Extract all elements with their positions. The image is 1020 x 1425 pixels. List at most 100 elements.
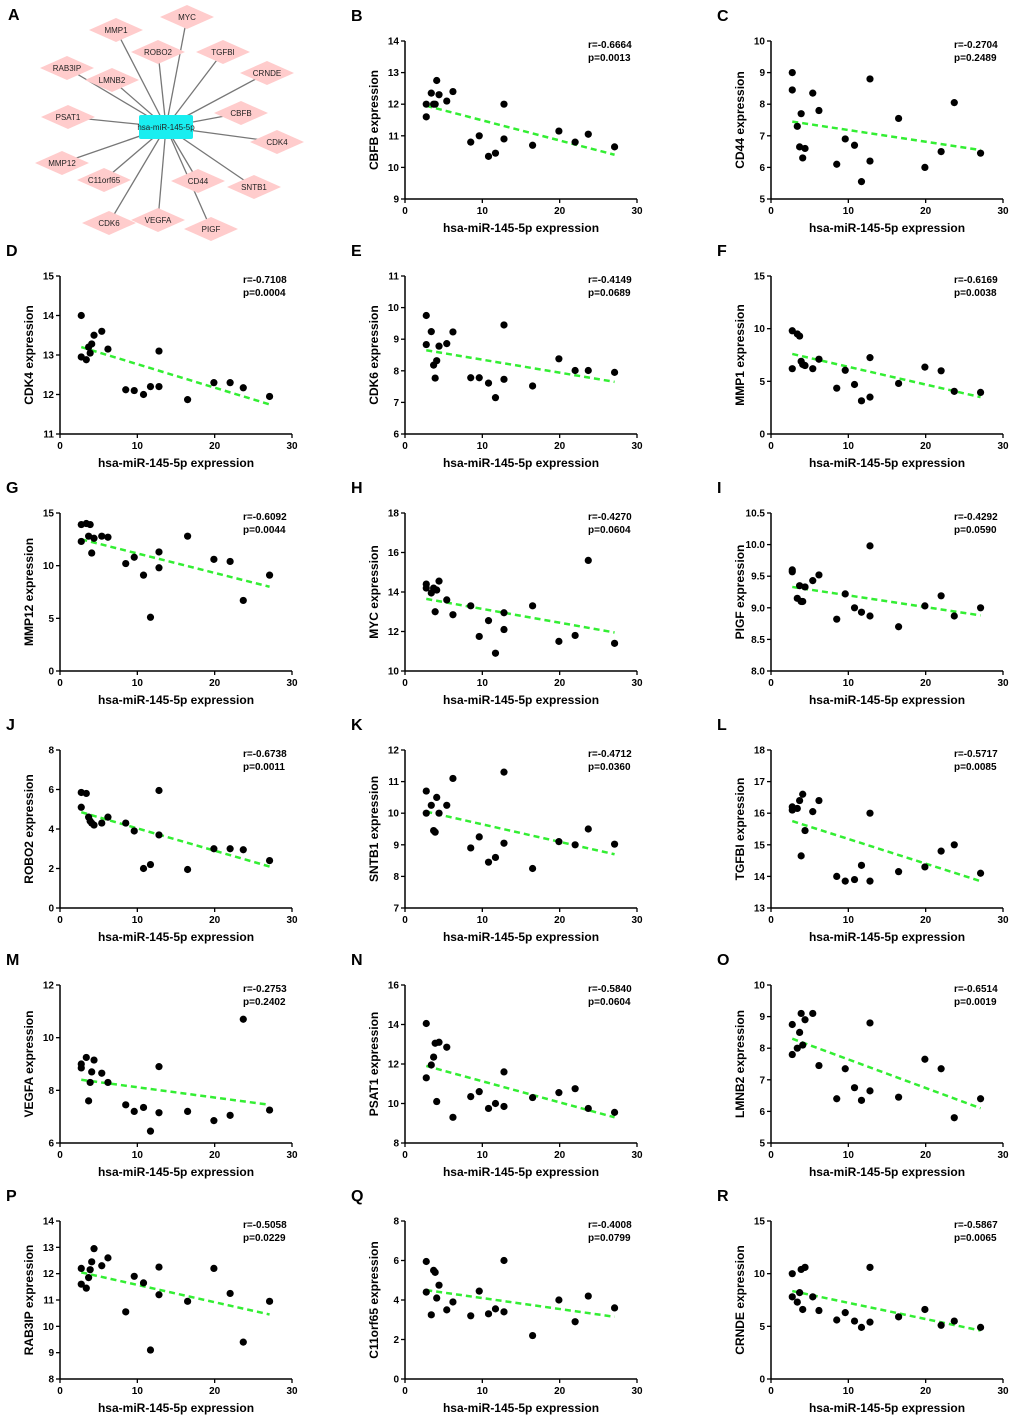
y-tick-label: 10	[388, 809, 400, 820]
y-tick-label: 14	[388, 588, 400, 599]
data-point	[841, 590, 849, 598]
scatter-panel-p: P 8 9 10 11 12 13 14 0 10 20 30 hsa-miR-145-5p expre…	[6, 1188, 298, 1415]
data-point	[155, 831, 163, 839]
x-tick-label: 20	[920, 206, 932, 217]
regression-line	[426, 349, 615, 384]
data-point	[184, 1107, 192, 1115]
panel-letter: H	[351, 480, 363, 497]
x-tick-label: 20	[209, 1386, 221, 1397]
data-point	[610, 143, 619, 151]
y-tick-label: 16	[388, 981, 400, 992]
data-point	[937, 1321, 945, 1329]
hub-node: hsa-miR-145-5p	[137, 115, 195, 139]
diamond-node-shape	[82, 211, 136, 235]
y-tick-label: 12	[43, 1269, 55, 1280]
target-node-sntb1: SNTB1	[227, 175, 281, 199]
data-point	[801, 1263, 809, 1271]
r-value: r=-0.2704	[954, 40, 998, 51]
network-edge	[157, 51, 167, 128]
y-tick-label: 8	[393, 1139, 399, 1150]
y-axis-label: MMP12 expression	[22, 538, 36, 646]
scatter-panel-j: J 0 2 4 6 8 0 10 20 30 hsa-miR-145-5p expression RO…	[6, 717, 298, 944]
data-point	[104, 1254, 112, 1262]
p-value: p=0.0799	[588, 1233, 631, 1244]
r-value: r=-0.7108	[243, 275, 287, 286]
r-value: r=-0.5717	[954, 749, 998, 760]
data-point	[491, 649, 500, 657]
node-label: MMP12	[48, 159, 76, 168]
r-value: r=-0.2753	[243, 984, 287, 995]
panel-a-network: A MYC MMP1 ROBO2 TGFBI RAB3IP LMNB2 CRNDE PSAT1 C…	[8, 5, 304, 241]
y-tick-label: 13	[754, 904, 766, 915]
data-point	[610, 1108, 619, 1116]
data-point	[799, 597, 807, 606]
data-point	[435, 91, 443, 99]
data-point	[491, 394, 500, 402]
y-axis-label: PSAT1 expression	[367, 1012, 381, 1116]
data-point	[788, 1050, 796, 1059]
data-point	[449, 1298, 457, 1306]
y-tick-label: 11	[388, 777, 399, 788]
y-axis-label: TGFBI expression	[733, 778, 747, 881]
data-point	[422, 584, 430, 592]
diamond-node-shape	[40, 56, 94, 80]
panel-letter: L	[717, 717, 727, 734]
x-tick-label: 0	[402, 1386, 408, 1397]
y-tick-label: 8	[393, 872, 399, 883]
data-point	[88, 1258, 96, 1266]
y-tick-label: 9	[759, 1012, 765, 1023]
x-tick-label: 20	[920, 441, 932, 452]
data-point	[799, 1305, 807, 1314]
data-point	[815, 355, 823, 363]
diamond-node-shape	[35, 151, 89, 175]
data-point	[239, 846, 247, 854]
x-tick-label: 20	[554, 915, 566, 926]
scatter-panel-n: N 8 10 12 14 16 0 10 20 30 hsa-miR-145-5p expressi…	[351, 952, 643, 1179]
data-point	[788, 1270, 796, 1278]
r-value: r=-0.5058	[243, 1220, 287, 1231]
y-tick-label: 11	[388, 272, 399, 283]
data-point	[529, 864, 537, 873]
x-tick-label: 10	[477, 1150, 489, 1161]
y-axis-label: CBFB expression	[367, 70, 381, 170]
x-axis-label: hsa-miR-145-5p expression	[809, 1165, 965, 1179]
data-point	[475, 1287, 483, 1295]
data-point	[427, 801, 435, 809]
node-label: CDK4	[266, 138, 288, 147]
r-value: r=-0.4270	[588, 512, 632, 523]
y-tick-label: 10	[388, 1099, 400, 1110]
data-point	[555, 127, 563, 135]
data-point	[90, 1245, 98, 1253]
y-tick-label: 2	[393, 1335, 399, 1346]
data-point	[484, 1310, 493, 1318]
data-point	[210, 1117, 218, 1125]
x-tick-label: 0	[402, 915, 408, 926]
data-point	[484, 152, 493, 160]
x-tick-label: 30	[631, 678, 643, 689]
panel-letter: F	[717, 243, 727, 260]
data-point	[435, 809, 443, 817]
data-point	[467, 1092, 475, 1101]
data-point	[500, 1308, 508, 1316]
data-point	[435, 1281, 443, 1289]
data-point	[226, 1289, 234, 1298]
r-value: r=-0.5867	[954, 1220, 998, 1231]
y-tick-label: 9	[393, 840, 399, 851]
x-axis-label: hsa-miR-145-5p expression	[443, 221, 599, 235]
data-point	[491, 853, 500, 862]
y-tick-label: 16	[754, 809, 766, 820]
x-tick-label: 30	[286, 1386, 298, 1397]
data-point	[571, 1085, 579, 1093]
x-tick-label: 0	[57, 1386, 63, 1397]
y-tick-label: 13	[388, 68, 400, 79]
y-tick-label: 12	[388, 746, 400, 757]
data-point	[86, 1078, 94, 1087]
x-tick-label: 10	[132, 915, 144, 926]
y-tick-label: 8	[393, 366, 399, 377]
data-point	[427, 89, 435, 97]
x-tick-label: 10	[477, 441, 489, 452]
data-point	[90, 534, 98, 542]
regression-line	[792, 1289, 981, 1332]
p-value: p=0.0004	[243, 288, 286, 299]
y-tick-label: 13	[43, 351, 55, 362]
